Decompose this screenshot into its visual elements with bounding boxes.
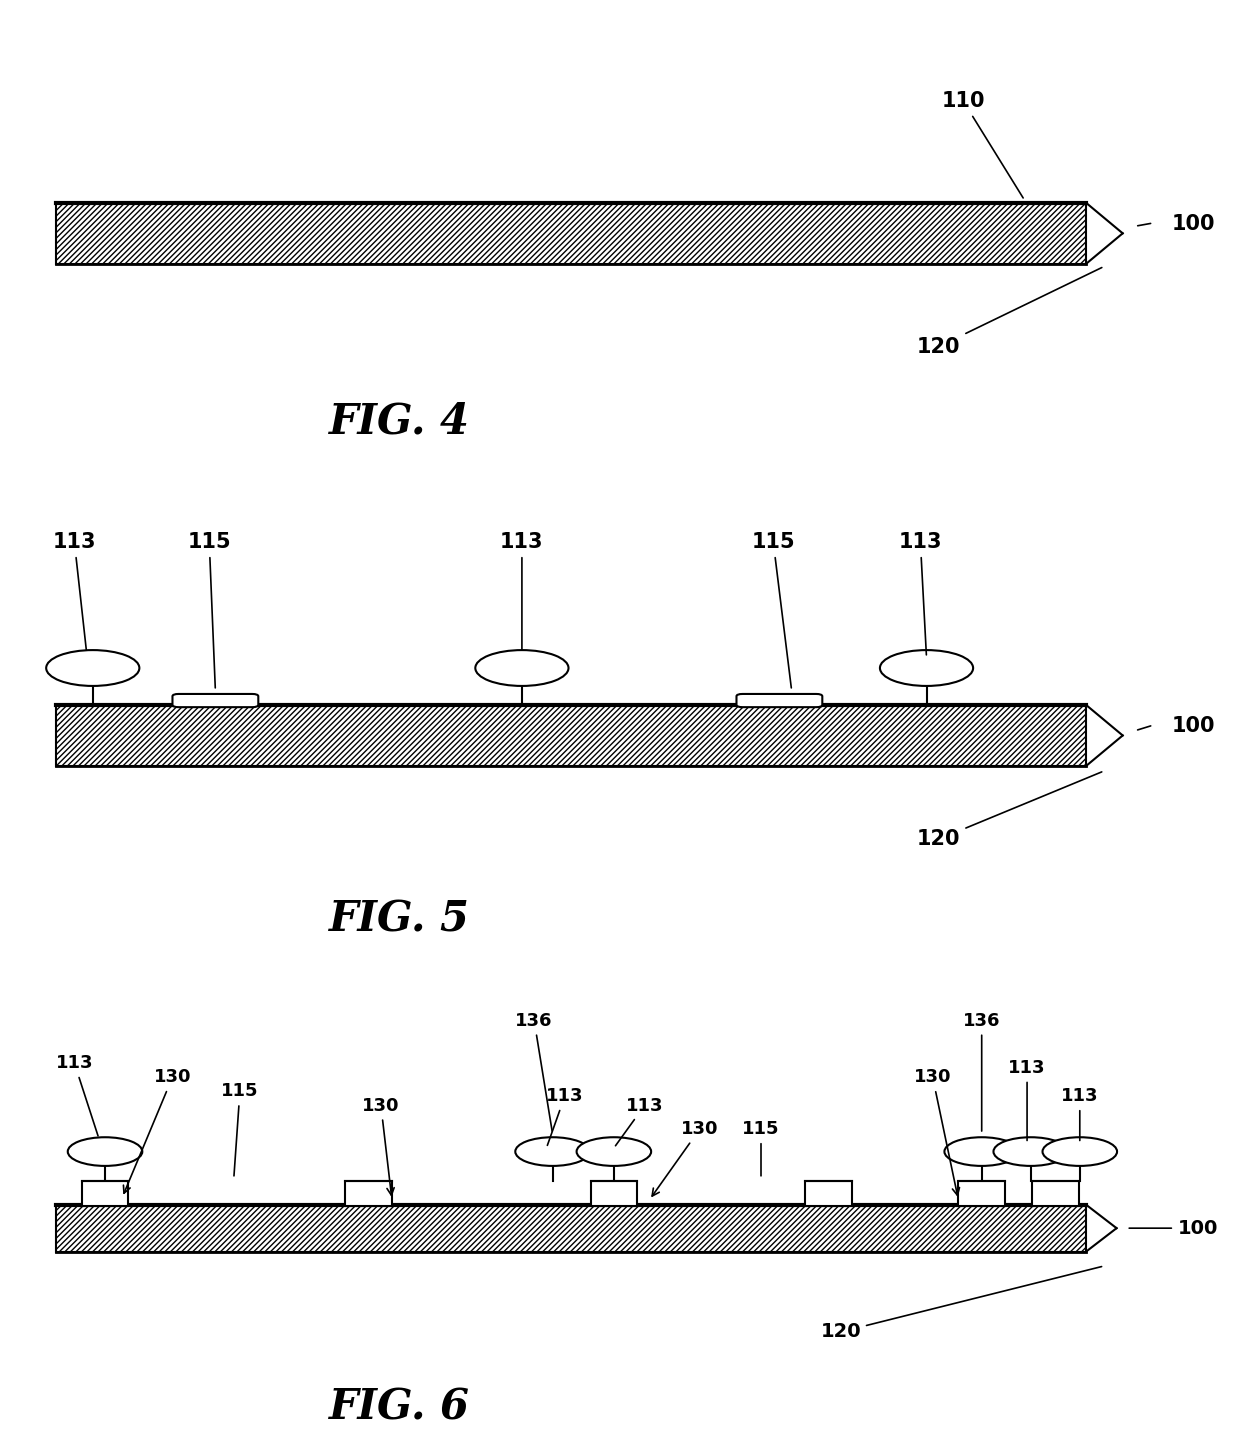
Text: 136: 136: [516, 1012, 553, 1131]
Text: FIG. 4: FIG. 4: [329, 401, 470, 443]
Text: 113: 113: [615, 1096, 663, 1145]
Text: 100: 100: [1172, 716, 1215, 736]
Circle shape: [945, 1138, 1019, 1165]
Text: 113: 113: [1008, 1058, 1045, 1141]
Bar: [56, 1204, 1086, 1252]
Text: 120: 120: [918, 267, 1102, 357]
Text: 100: 100: [1172, 214, 1215, 234]
Circle shape: [68, 1138, 143, 1165]
Text: 115: 115: [751, 531, 795, 687]
Bar: [56, 202, 1086, 264]
Text: 100: 100: [1178, 1219, 1218, 1238]
Text: 115: 115: [187, 531, 231, 687]
Text: FIG. 5: FIG. 5: [329, 898, 470, 940]
Circle shape: [516, 1138, 590, 1165]
Bar: [56, 705, 1086, 767]
Bar: [346, 1181, 392, 1206]
Text: 130: 130: [124, 1069, 191, 1193]
Text: 113: 113: [1061, 1087, 1099, 1141]
Text: 110: 110: [941, 91, 1023, 198]
Text: FIG. 6: FIG. 6: [329, 1386, 470, 1428]
Bar: [590, 1181, 637, 1206]
Text: 136: 136: [963, 1012, 1001, 1131]
Text: 120: 120: [821, 1266, 1101, 1341]
Bar: [56, 705, 1086, 767]
FancyBboxPatch shape: [172, 695, 258, 708]
Text: 130: 130: [914, 1069, 960, 1196]
Circle shape: [880, 650, 973, 686]
Circle shape: [993, 1138, 1068, 1165]
Circle shape: [1043, 1138, 1117, 1165]
Text: 120: 120: [918, 773, 1102, 849]
Bar: [82, 1181, 128, 1206]
Circle shape: [577, 1138, 651, 1165]
Bar: [56, 202, 1086, 264]
Circle shape: [46, 650, 139, 686]
Text: 130: 130: [362, 1096, 399, 1196]
Text: 115: 115: [743, 1121, 780, 1175]
Bar: [1032, 1181, 1079, 1206]
Text: 113: 113: [546, 1087, 584, 1145]
Bar: [56, 1204, 1086, 1252]
FancyBboxPatch shape: [737, 695, 822, 708]
Bar: [805, 1181, 852, 1206]
Bar: [959, 1181, 1004, 1206]
Text: 130: 130: [652, 1121, 718, 1196]
Text: 113: 113: [52, 531, 97, 650]
Text: 113: 113: [56, 1054, 98, 1136]
Circle shape: [475, 650, 568, 686]
Text: 113: 113: [500, 531, 543, 650]
Text: 113: 113: [899, 531, 942, 656]
Text: 115: 115: [221, 1083, 259, 1175]
